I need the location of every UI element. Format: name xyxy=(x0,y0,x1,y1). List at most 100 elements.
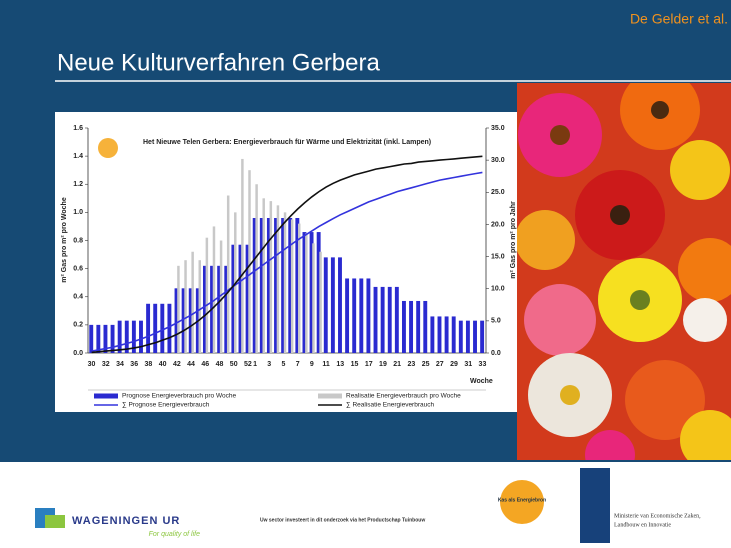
y-tick-label: 1.6 xyxy=(73,125,83,132)
legend-swatch xyxy=(318,394,342,399)
ministry-line2: Landbouw en Innovatie xyxy=(614,522,671,528)
bar xyxy=(262,198,264,353)
x-tick-label: 13 xyxy=(336,361,344,368)
bar xyxy=(270,201,272,353)
legend-label: Prognose Energieverbrauch pro Woche xyxy=(122,393,236,400)
bar xyxy=(89,325,93,353)
y-tick-label: 1.4 xyxy=(73,153,83,160)
x-tick-label: 11 xyxy=(322,361,330,368)
x-tick-label: 21 xyxy=(393,361,401,368)
y-tick-label: 0.2 xyxy=(73,322,83,329)
x-tick-label: 42 xyxy=(173,361,181,368)
bar xyxy=(206,238,208,353)
bar xyxy=(153,304,157,353)
bar xyxy=(199,260,201,353)
wageningen-text: WAGENINGEN UR xyxy=(72,515,180,527)
x-tick-label: 15 xyxy=(351,361,359,368)
bar xyxy=(466,321,470,353)
bar xyxy=(388,287,392,353)
bar xyxy=(191,252,193,353)
y-tick-label: 0.6 xyxy=(73,265,83,272)
y2-tick-label: 35.0 xyxy=(491,125,505,132)
bar xyxy=(459,321,463,353)
y-tick-label: 0.4 xyxy=(73,294,83,301)
y2-tick-label: 30.0 xyxy=(491,157,505,164)
legend-swatch xyxy=(94,394,118,399)
y-tick-label: 0.0 xyxy=(73,350,83,357)
y2-tick-label: 0.0 xyxy=(491,350,501,357)
kas-text: Kas als Energiebron xyxy=(498,497,546,503)
bar xyxy=(305,233,307,353)
x-tick-label: 29 xyxy=(450,361,458,368)
bar xyxy=(139,321,143,353)
y-tick-label: 1.2 xyxy=(73,181,83,188)
sector-text: Uw sector investeert in dit onderzoek vi… xyxy=(260,517,425,523)
chart-logo xyxy=(98,138,118,158)
x-tick-label: 40 xyxy=(159,361,167,368)
bar xyxy=(167,304,171,353)
y2-tick-label: 5.0 xyxy=(491,318,501,325)
x-tick-label: 44 xyxy=(187,361,195,368)
bar xyxy=(331,257,335,353)
bar xyxy=(184,260,186,353)
footer xyxy=(0,462,731,548)
x-tick-label: 3 xyxy=(267,361,271,368)
bar xyxy=(352,278,356,353)
bar xyxy=(416,301,420,353)
bar xyxy=(374,287,378,353)
y-axis-label: m² Gas pro m² pro Woche xyxy=(61,197,68,283)
bar xyxy=(284,212,286,353)
y-tick-label: 0.8 xyxy=(73,237,83,244)
bar xyxy=(452,316,456,353)
x-tick-label: 34 xyxy=(116,361,124,368)
bar xyxy=(111,325,115,353)
x-tick-label: 32 xyxy=(102,361,110,368)
x-tick-label: 9 xyxy=(310,361,314,368)
bar xyxy=(445,316,449,353)
bar xyxy=(438,316,442,353)
bar xyxy=(359,278,363,353)
bar xyxy=(473,321,477,353)
bar xyxy=(480,321,484,353)
x-tick-label: 17 xyxy=(365,361,373,368)
bar xyxy=(291,219,293,353)
bar xyxy=(423,301,427,353)
y2-tick-label: 15.0 xyxy=(491,253,505,260)
bar xyxy=(160,304,164,353)
y-tick-label: 1.0 xyxy=(73,209,83,216)
y2-tick-label: 20.0 xyxy=(491,221,505,228)
bar xyxy=(409,301,413,353)
wageningen-tagline: For quality of life xyxy=(149,531,200,538)
bar xyxy=(395,287,399,353)
bar xyxy=(277,205,279,353)
bar xyxy=(213,226,215,353)
slide: De Gelder et al. Neue Kulturverfahren Ge… xyxy=(0,0,731,548)
bar xyxy=(96,325,100,353)
wageningen-logo-part xyxy=(45,515,65,528)
bar xyxy=(227,196,229,354)
bar xyxy=(241,159,243,353)
flower-photo xyxy=(515,70,731,480)
x-tick-label: 19 xyxy=(379,361,387,368)
y2-tick-label: 25.0 xyxy=(491,189,505,196)
bar xyxy=(345,278,349,353)
ministry-logo xyxy=(580,468,610,543)
legend-label: Realisatie Energieverbrauch pro Woche xyxy=(346,393,461,400)
x-tick-label: 46 xyxy=(201,361,209,368)
x-tick-label: 33 xyxy=(479,361,487,368)
chart-title: Het Nieuwe Telen Gerbera: Energieverbrau… xyxy=(143,139,431,146)
bar xyxy=(312,243,314,353)
legend-label: ∑ Realisatie Energieverbrauch xyxy=(346,402,434,409)
y2-axis-label: m² Gas pro m² pro Jahr xyxy=(510,201,517,279)
bar xyxy=(248,170,250,353)
bar xyxy=(319,252,321,353)
bar xyxy=(177,266,179,353)
x-tick-label: 36 xyxy=(130,361,138,368)
x-tick-label: 50 xyxy=(230,361,238,368)
bar xyxy=(381,287,385,353)
bar xyxy=(338,257,342,353)
bar xyxy=(324,257,328,353)
x-tick-label: 30 xyxy=(88,361,96,368)
x-tick-label: 27 xyxy=(436,361,444,368)
x-tick-label: 25 xyxy=(422,361,430,368)
